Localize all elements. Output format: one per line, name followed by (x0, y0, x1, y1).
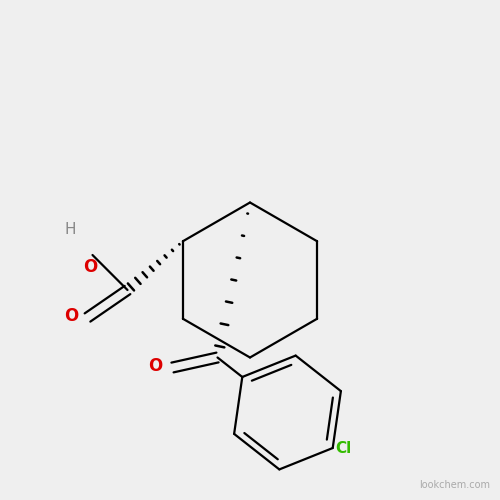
Text: H: H (64, 222, 76, 238)
Text: O: O (83, 258, 97, 276)
Text: Cl: Cl (335, 440, 351, 456)
Text: O: O (64, 307, 78, 325)
Text: lookchem.com: lookchem.com (419, 480, 490, 490)
Text: O: O (148, 357, 162, 375)
